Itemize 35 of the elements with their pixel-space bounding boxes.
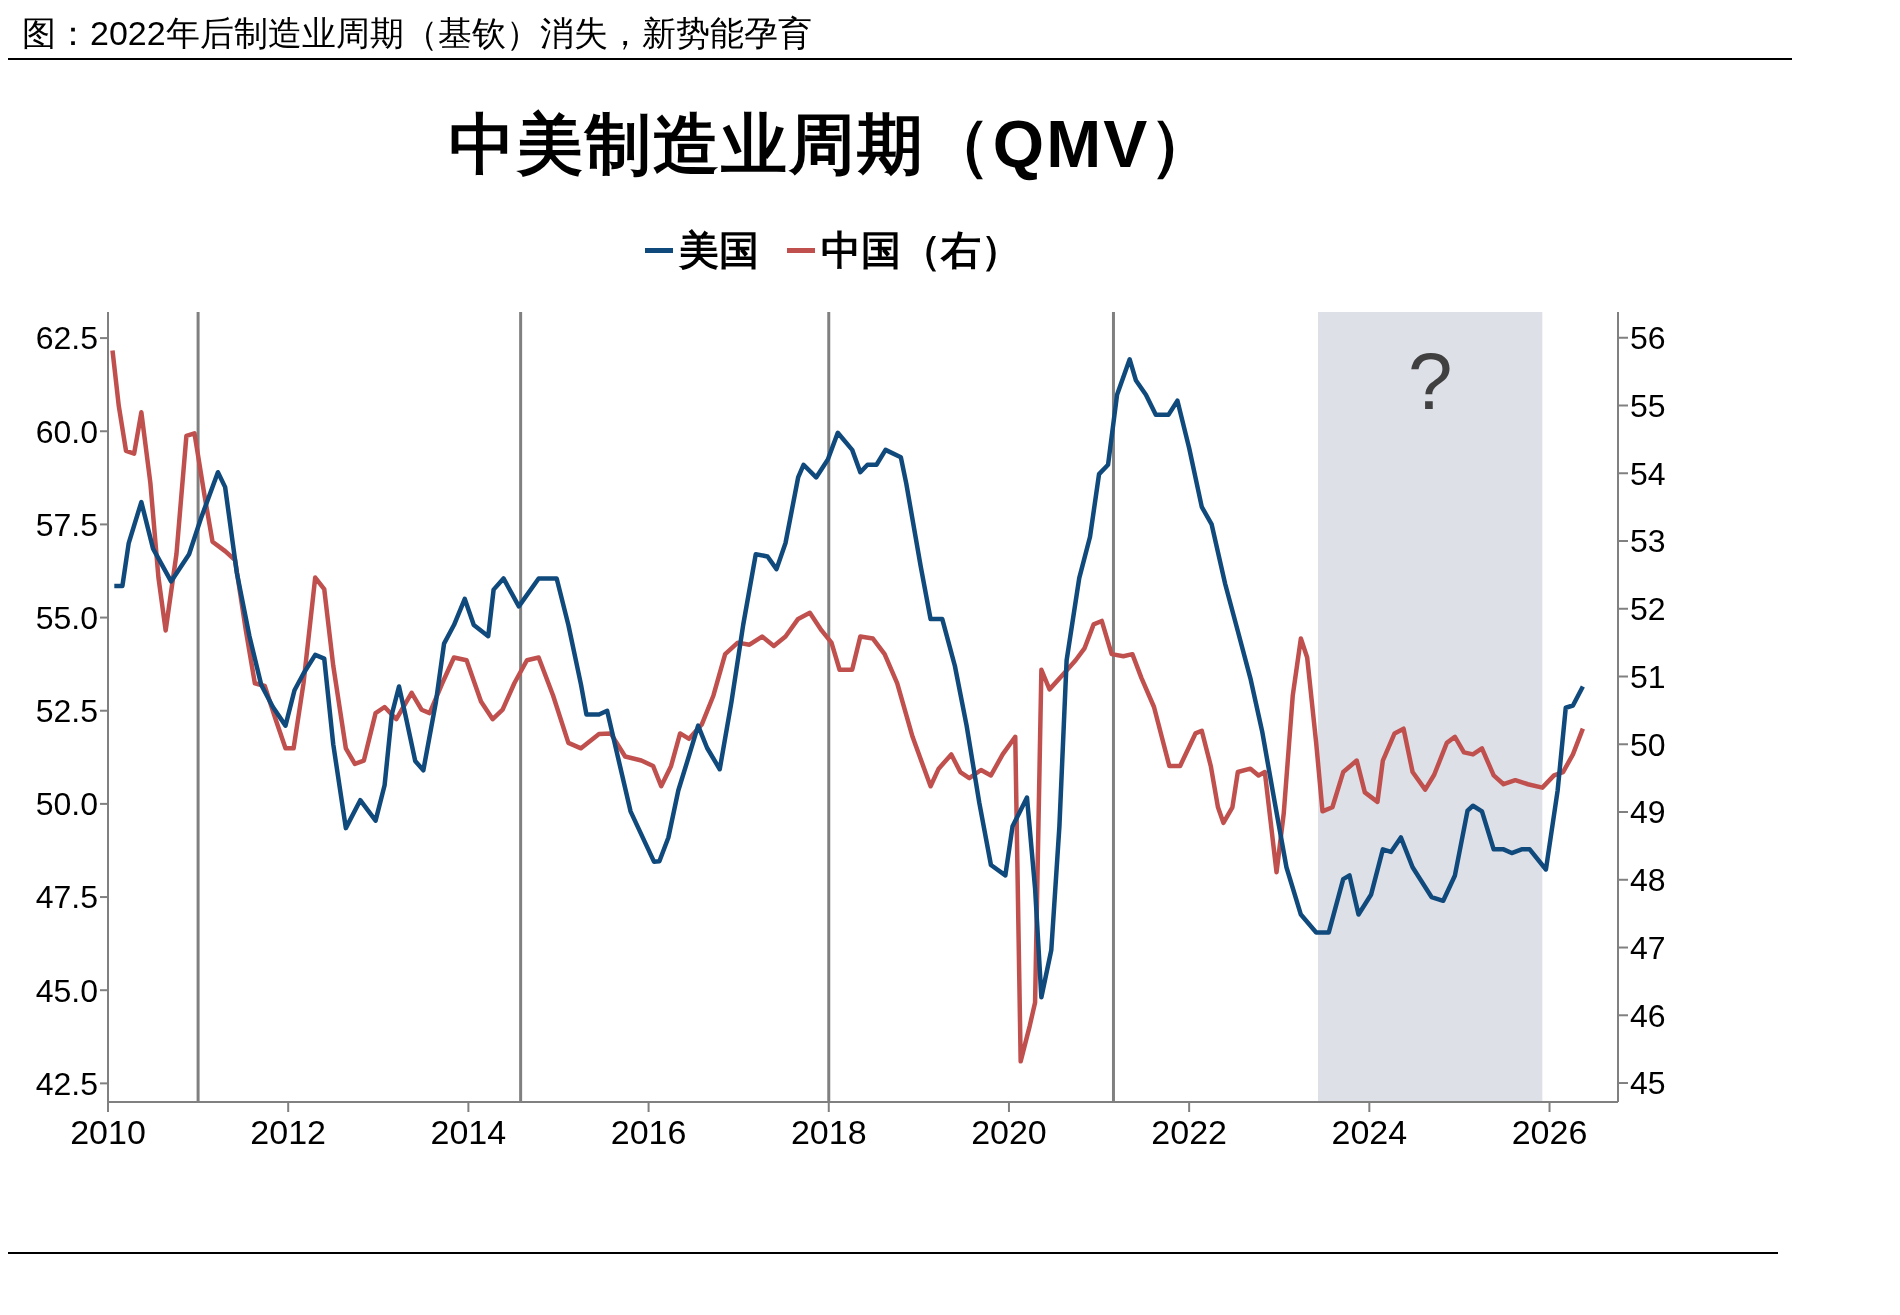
y-tick-label: 57.5 xyxy=(35,506,98,543)
chart-title: 图：2022年后制造业周期（基钦）消失，新势能孕育 xyxy=(8,8,1792,60)
y2-tick-label: 51 xyxy=(1630,658,1666,695)
y2-tick-label: 56 xyxy=(1630,320,1666,357)
y2-tick-label: 45 xyxy=(1630,1065,1666,1102)
y-tick-label: 50.0 xyxy=(35,786,98,823)
x-tick-label: 2014 xyxy=(430,1113,507,1152)
y-tick-label: 62.5 xyxy=(35,320,98,357)
y-tick-label: 42.5 xyxy=(35,1065,98,1102)
y2-tick-label: 48 xyxy=(1630,862,1666,899)
x-tick-label: 2022 xyxy=(1151,1113,1227,1152)
y2-tick-label: 47 xyxy=(1630,929,1666,966)
y2-tick-label: 53 xyxy=(1630,523,1666,560)
x-tick-label: 2020 xyxy=(971,1113,1047,1152)
x-tick-label: 2018 xyxy=(790,1113,867,1152)
y2-tick-label: 55 xyxy=(1630,387,1666,424)
y2-tick-label: 54 xyxy=(1630,455,1666,492)
y-tick-label: 55.0 xyxy=(35,599,98,636)
x-tick-label: 2026 xyxy=(1511,1113,1588,1152)
y-tick-label: 45.0 xyxy=(35,972,98,1009)
y2-tick-label: 49 xyxy=(1630,794,1666,831)
x-tick-label: 2012 xyxy=(250,1113,327,1152)
chart-subtitle: 中美制造业周期（QMV） xyxy=(447,106,1219,183)
legend-label: 中国（右） xyxy=(821,226,1021,274)
x-tick-label: 2024 xyxy=(1331,1113,1408,1152)
y-tick-label: 52.5 xyxy=(35,693,98,730)
x-tick-label: 2016 xyxy=(610,1113,687,1152)
x-tick-label: 2010 xyxy=(70,1113,146,1152)
y2-tick-label: 52 xyxy=(1630,591,1666,628)
legend-label: 美国 xyxy=(679,226,759,274)
y-tick-label: 47.5 xyxy=(35,879,98,916)
band-label: ? xyxy=(1407,336,1453,426)
y2-tick-label: 50 xyxy=(1630,726,1666,763)
y2-tick-label: 46 xyxy=(1630,997,1666,1034)
y-tick-label: 60.0 xyxy=(35,413,98,450)
